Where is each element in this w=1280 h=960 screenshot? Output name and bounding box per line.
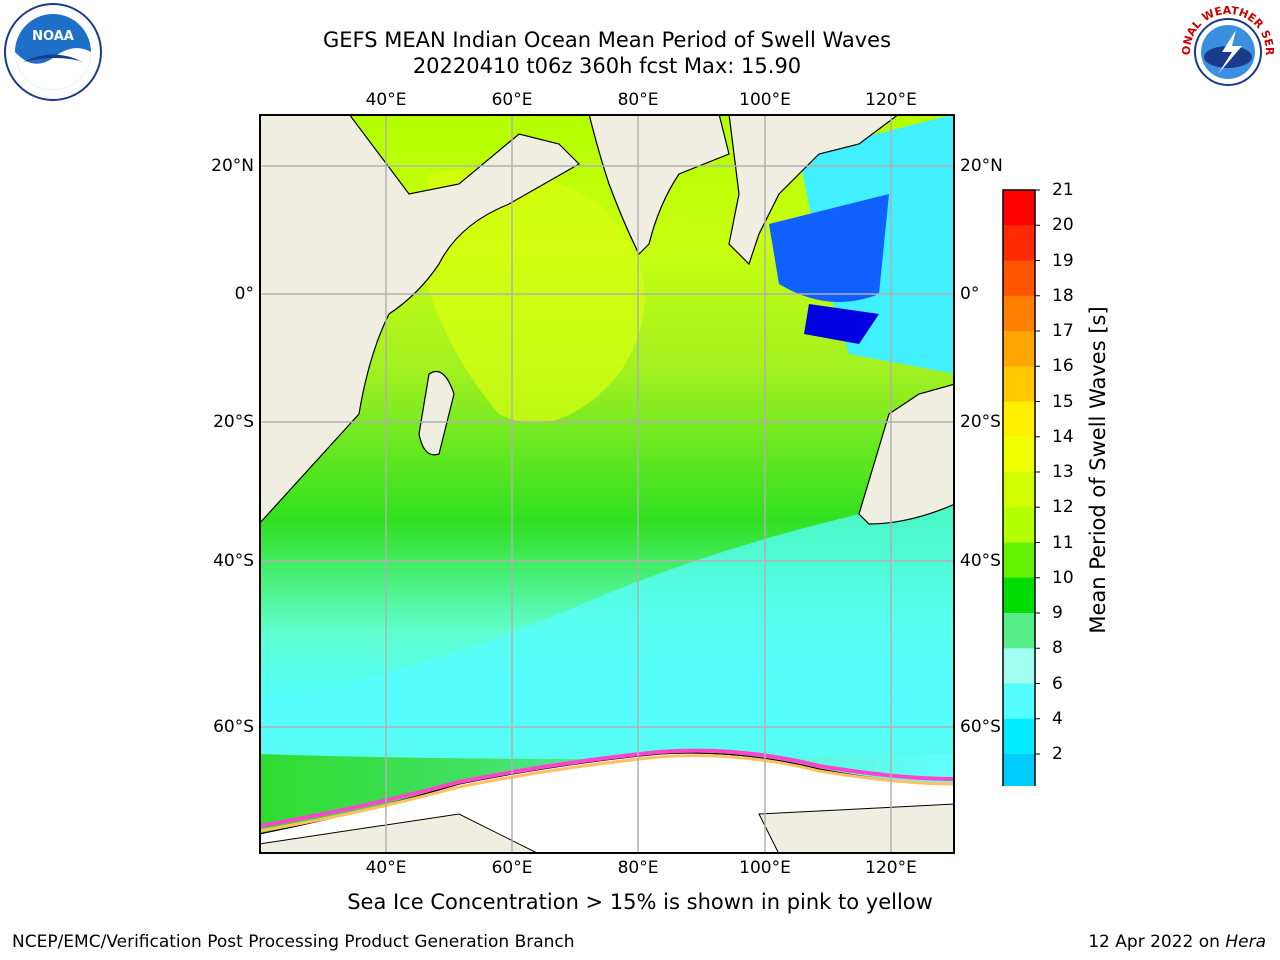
colorbar-title: Mean Period of Swell Waves [s] xyxy=(1086,306,1110,634)
chart-title: GEFS MEAN Indian Ocean Mean Period of Sw… xyxy=(322,28,892,52)
lat-label-left-40s: 40°S xyxy=(213,551,254,571)
lat-label-right-0: 0° xyxy=(960,284,980,304)
lon-label-top-40e: 40°E xyxy=(365,90,407,110)
colorbar-tick-label: 19 xyxy=(1052,250,1074,271)
colorbar-segment xyxy=(1003,401,1035,438)
nws-logo-icon: NATIONAL WEATHER SERVICE xyxy=(1178,2,1276,99)
colorbar-tick-label: 14 xyxy=(1052,426,1074,447)
java-sea-blue xyxy=(804,304,879,344)
graticule xyxy=(259,114,955,854)
yellow-swell-core xyxy=(419,168,645,423)
colorbar-segment xyxy=(1003,718,1035,755)
colorbar-segment xyxy=(1003,331,1035,367)
sea-ice-note: Sea Ice Concentration > 15% is shown in … xyxy=(347,890,933,914)
colorbar-tick-label: 4 xyxy=(1052,708,1063,729)
footer-credit: NCEP/EMC/Verification Post Processing Pr… xyxy=(12,932,575,952)
lat-label-right-60s: 60°S xyxy=(960,717,1001,737)
lon-label-top-60e: 60°E xyxy=(491,90,533,110)
colorbar-segment xyxy=(1003,366,1035,402)
colorbar-segment xyxy=(1003,436,1035,473)
land-indochina xyxy=(728,114,900,266)
colorbar-segment xyxy=(1003,542,1035,579)
colorbar-segment xyxy=(1003,225,1035,261)
lat-label-left-60s: 60°S xyxy=(213,717,254,737)
lat-label-left-20n: 20°N xyxy=(211,156,254,176)
colorbar-tick-label: 17 xyxy=(1052,321,1074,341)
footer-date: 12 Apr 2022 on Hera xyxy=(1088,932,1266,952)
colorbar-segment xyxy=(1003,507,1035,543)
lon-label-bottom-80e: 80°E xyxy=(617,858,659,878)
colorbar-segment xyxy=(1003,648,1035,684)
land-madagascar xyxy=(418,370,455,456)
lon-label-bottom-60e: 60°E xyxy=(491,858,533,878)
colorbar-segment xyxy=(1003,295,1035,332)
colorbar-tick-label: 11 xyxy=(1052,532,1074,553)
colorbar-tick-label: 20 xyxy=(1052,215,1074,236)
colorbar-tick-label: 15 xyxy=(1052,391,1074,412)
land-antarctica-tan xyxy=(259,803,955,854)
colorbar-segment xyxy=(1003,472,1035,508)
noaa-logo-text: NOAA xyxy=(32,29,74,44)
colorbar-tick-label: 9 xyxy=(1052,603,1063,623)
colorbar-segment xyxy=(1003,683,1035,720)
colorbar-tick-label: 12 xyxy=(1052,497,1074,518)
colorbar-tick-label: 10 xyxy=(1052,567,1074,588)
lon-label-bottom-100e: 100°E xyxy=(739,858,791,878)
colorbar xyxy=(1002,189,1040,786)
land-india xyxy=(588,114,730,256)
lat-label-left-20s: 20°S xyxy=(213,412,254,432)
footer-host: Hera xyxy=(1225,932,1266,952)
lon-label-bottom-40e: 40°E xyxy=(365,858,407,878)
colorbar-tick-label: 2 xyxy=(1052,744,1063,764)
lat-label-right-20n: 20°N xyxy=(960,156,1003,176)
lat-label-right-40s: 40°S xyxy=(960,551,1001,571)
colorbar-tick-label: 21 xyxy=(1052,180,1074,200)
lon-label-top-100e: 100°E xyxy=(739,90,791,110)
colorbar-tick-label: 18 xyxy=(1052,285,1074,306)
lat-label-right-20s: 20°S xyxy=(960,412,1001,432)
map-frame xyxy=(259,114,955,854)
noaa-logo-icon: NOAA xyxy=(4,3,102,101)
south-china-sea-blue xyxy=(769,194,889,302)
colorbar-segment xyxy=(1003,260,1035,297)
lon-label-top-120e: 120°E xyxy=(865,90,917,110)
land-australia xyxy=(858,383,955,525)
colorbar-tick-label: 8 xyxy=(1052,638,1063,659)
chart-subtitle: 20220410 t06z 360h fcst Max: 15.90 xyxy=(412,54,802,78)
colorbar-segment xyxy=(1003,613,1035,649)
colorbar-tick-label: 6 xyxy=(1052,673,1063,694)
map-panel xyxy=(259,114,955,854)
lat-label-left-0: 0° xyxy=(234,284,254,304)
colorbar-segment xyxy=(1003,754,1035,786)
colorbar-tick-label: 13 xyxy=(1052,462,1074,482)
colorbar-segment xyxy=(1003,190,1035,226)
footer-date-text: 12 Apr 2022 on xyxy=(1088,932,1226,952)
lon-label-top-80e: 80°E xyxy=(617,90,659,110)
lon-label-bottom-120e: 120°E xyxy=(865,858,917,878)
colorbar-tick-label: 16 xyxy=(1052,356,1074,377)
colorbar-segment xyxy=(1003,577,1035,614)
